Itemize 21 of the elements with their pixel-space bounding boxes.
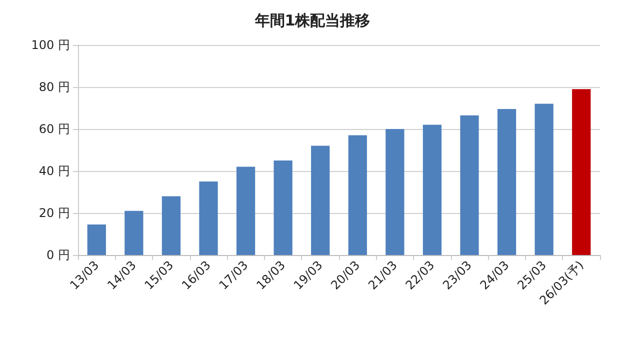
bar bbox=[311, 146, 330, 255]
bar bbox=[124, 210, 144, 255]
bar bbox=[348, 135, 367, 255]
bar bbox=[236, 166, 256, 255]
bar bbox=[386, 129, 404, 255]
y-tick-label: 80 円 bbox=[38, 80, 70, 94]
bar bbox=[422, 124, 442, 255]
y-tick-label: 20 円 bbox=[38, 206, 70, 220]
y-tick-label: 100 円 bbox=[31, 38, 70, 52]
bar bbox=[572, 89, 591, 255]
bar bbox=[274, 160, 292, 255]
bar bbox=[162, 196, 181, 255]
y-tick-label: 0 円 bbox=[46, 248, 70, 262]
y-tick-label: 40 円 bbox=[38, 164, 70, 178]
bar bbox=[497, 109, 516, 255]
bar bbox=[199, 182, 218, 255]
bar bbox=[87, 224, 106, 255]
chart-title: 年間1株配当推移 bbox=[254, 12, 370, 30]
y-tick-label: 60 円 bbox=[38, 122, 70, 136]
bar bbox=[460, 115, 479, 255]
bar bbox=[534, 104, 554, 255]
